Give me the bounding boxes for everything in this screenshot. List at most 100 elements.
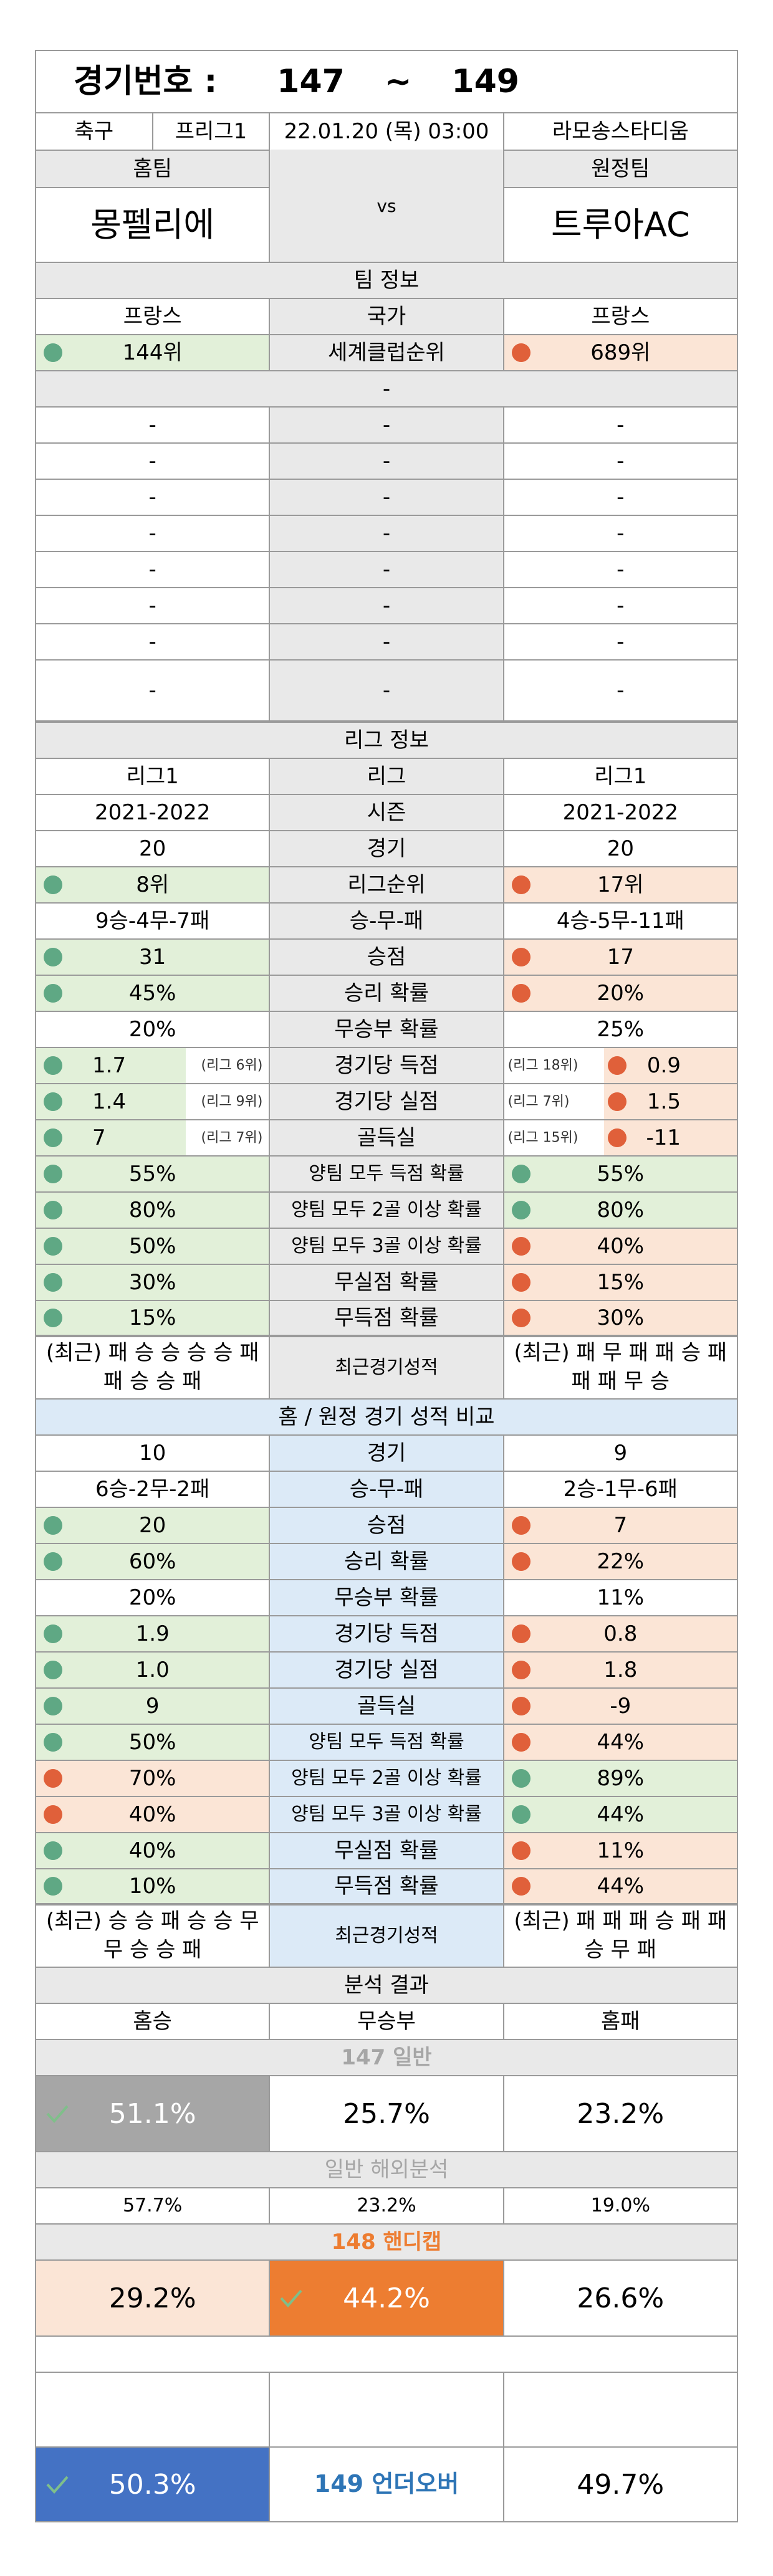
league-home-10: 7 (리그 7위): [36, 1120, 271, 1155]
underover-under-pick: 50.3%: [36, 2448, 271, 2521]
green-dot-icon: [44, 1273, 62, 1292]
dash-home-text: -: [148, 629, 156, 654]
ha-away-1: 2승-1무-6패: [504, 1472, 738, 1507]
ha-away-11: 11%: [504, 1833, 738, 1868]
league-away-0-text: 리그1: [594, 763, 647, 789]
home-country: 프랑스: [36, 299, 271, 334]
handicap-title: 148 핸디캡: [36, 2225, 738, 2259]
ha-label-11: 무실점 확률: [270, 1833, 504, 1868]
ha-away-5-text: 0.8: [603, 1621, 638, 1646]
ha-away-4-text: 11%: [597, 1585, 645, 1610]
league-label-13-text: 양팀 모두 3골 이상 확률: [291, 1235, 482, 1257]
dash-label-text: -: [382, 412, 391, 437]
league-away-4: 4승-5무-11패: [504, 904, 738, 938]
league-home-1-text: 2021-2022: [95, 799, 211, 825]
league-label-3: 리그순위: [270, 867, 504, 902]
ha-label-4: 무승부 확률: [270, 1580, 504, 1615]
dash-away: -: [504, 480, 738, 515]
draw-label: 무승부: [270, 2004, 504, 2039]
league-label-6: 승리 확률: [270, 976, 504, 1011]
league-label-12: 양팀 모두 2골 이상 확률: [270, 1193, 504, 1228]
orange-dot-icon: [511, 1661, 531, 1679]
dash-home: -: [36, 588, 271, 623]
orange-dot-icon: [511, 1273, 531, 1292]
league-away-14: 15%: [504, 1265, 738, 1300]
match-number-tilde: ~: [384, 62, 412, 100]
league-away-3-text: 17위: [597, 872, 644, 897]
handicap-away-value: 26.6%: [577, 2282, 665, 2314]
league-away-15: 30%: [504, 1301, 738, 1335]
green-dot-icon: [511, 1805, 531, 1824]
away-country-text: 프랑스: [591, 303, 650, 329]
ha-home-4: 20%: [36, 1580, 271, 1615]
green-dot-icon: [44, 1697, 62, 1715]
league-label-13: 양팀 모두 3골 이상 확률: [270, 1229, 504, 1264]
world-rank-label-text: 세계클럽순위: [328, 340, 445, 365]
overseas-away: 19.0%: [504, 2188, 738, 2223]
league-away-8-text: 0.9: [646, 1052, 681, 1078]
league-away-9: 1.5 (리그 7위): [504, 1084, 738, 1119]
dash-away: -: [504, 444, 738, 479]
league-label-10-text: 골득실: [357, 1125, 416, 1150]
ha-label-0: 경기: [270, 1436, 504, 1471]
ha-home-1: 6승-2무-2패: [36, 1472, 271, 1507]
away-team-cell: 트루아AC: [504, 187, 738, 262]
underover-under-value: 50.3%: [108, 2468, 196, 2501]
green-dot-icon: [44, 1237, 62, 1256]
team-info-title: 팀 정보: [36, 263, 738, 298]
ha-away-1-text: 2승-1무-6패: [563, 1476, 678, 1502]
dash-label: -: [270, 552, 504, 587]
dash-home-text: -: [148, 677, 156, 703]
dash-label-text: -: [382, 593, 391, 618]
handicap-draw-pick: 44.2%: [270, 2261, 504, 2335]
ha-away-6: 1.8: [504, 1653, 738, 1687]
league-label-2: 경기: [270, 831, 504, 866]
league-away-6: 20%: [504, 976, 738, 1011]
analysis-title: 분석 결과: [36, 1968, 738, 2003]
league-away-5-text: 17: [607, 944, 634, 970]
ha-recent-form-label-text: 최근경기성적: [335, 1925, 438, 1947]
dash-home: -: [36, 480, 271, 515]
home-loss-label: 홈패: [504, 2004, 738, 2039]
orange-dot-icon: [607, 1056, 627, 1075]
match-number-to: 149: [451, 62, 519, 100]
orange-dot-icon: [511, 1877, 531, 1896]
league-home-13: 50%: [36, 1229, 271, 1264]
general-draw: 25.7%: [270, 2076, 504, 2151]
dash-away: -: [504, 552, 738, 587]
datetime-cell: 22.01.20 (목) 03:00: [270, 113, 504, 150]
ha-label-12-text: 무득점 확률: [334, 1873, 439, 1899]
league-away-2: 20: [504, 831, 738, 866]
league-home-3-text: 8위: [136, 872, 170, 897]
away-league-rank-hint: (리그 7위): [507, 1094, 570, 1110]
check-icon: [280, 2289, 302, 2307]
handicap-draw-value: 44.2%: [343, 2282, 430, 2314]
green-dot-icon: [44, 1841, 62, 1860]
underover-spacer-mid: [270, 2373, 504, 2446]
league-home-12-text: 80%: [128, 1197, 176, 1223]
league-info-title-text: 리그 정보: [344, 727, 429, 753]
dash-home: -: [36, 552, 271, 587]
ha-label-2-text: 승점: [367, 1512, 406, 1538]
league-away-13: 40%: [504, 1229, 738, 1264]
datetime-text: 22.01.20 (목) 03:00: [284, 118, 489, 144]
away-world-rank: 689위: [504, 335, 738, 370]
dash-label: -: [270, 661, 504, 720]
ha-home-12-text: 10%: [128, 1873, 176, 1899]
overseas-home-value: 57.7%: [123, 2195, 183, 2217]
ha-home-2-text: 20: [139, 1512, 166, 1538]
green-dot-icon: [44, 1552, 62, 1571]
ha-label-10: 양팀 모두 3골 이상 확률: [270, 1797, 504, 1832]
away-ha-recent-form-text: (최근) 패 패 패 승 패 패 승 무 패: [514, 1909, 727, 1962]
league-label-9: 경기당 실점: [270, 1084, 504, 1119]
ha-label-7: 골득실: [270, 1689, 504, 1724]
dash-away-text: -: [617, 520, 625, 546]
ha-home-12: 10%: [36, 1869, 271, 1903]
ha-label-1: 승-무-패: [270, 1472, 504, 1507]
ha-label-9-text: 양팀 모두 2골 이상 확률: [291, 1767, 482, 1790]
sport-text: 축구: [74, 118, 114, 144]
orange-dot-icon: [511, 984, 531, 1003]
ha-home-4-text: 20%: [128, 1585, 176, 1610]
dash-home-text: -: [148, 448, 156, 474]
dash-text: -: [382, 376, 391, 401]
